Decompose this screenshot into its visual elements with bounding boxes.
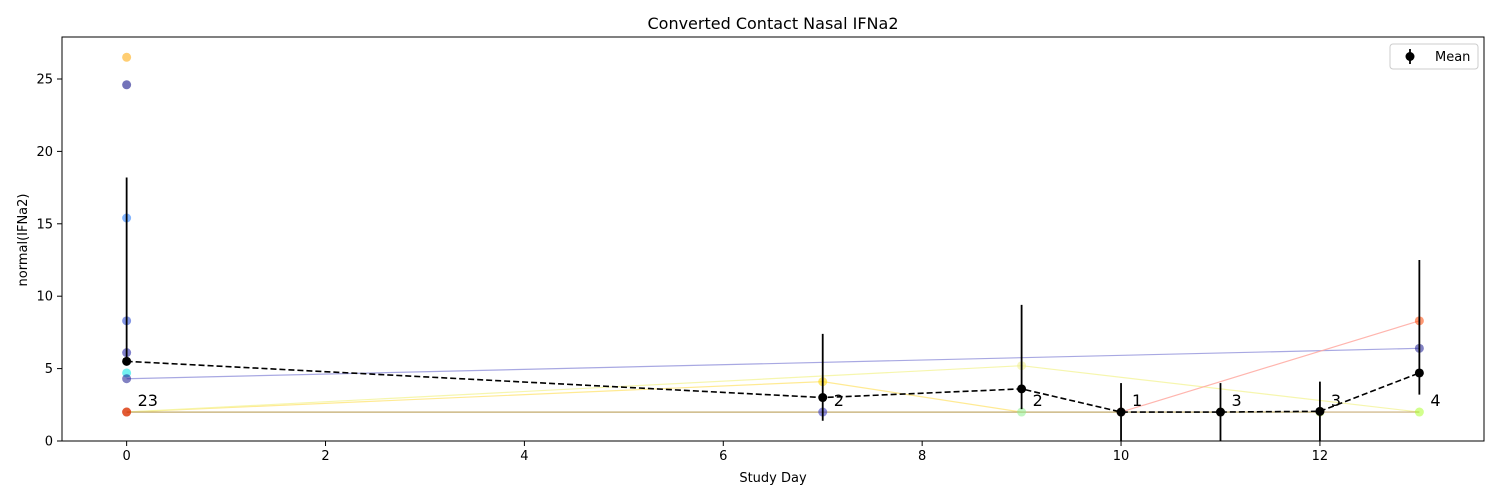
count-labels: 23 2 2 1 3 3 4 <box>138 391 1441 410</box>
mean-point <box>1116 407 1126 417</box>
x-tick-label: 0 <box>122 449 130 464</box>
y-tick-label: 25 <box>36 72 53 87</box>
x-tick-label: 6 <box>719 449 727 464</box>
x-tick-label: 2 <box>321 449 329 464</box>
mean-line <box>126 360 1420 413</box>
count-label: 4 <box>1430 391 1440 410</box>
mean-point <box>1414 368 1424 378</box>
legend-box <box>1389 43 1479 70</box>
y-axis-label: normal(IFNa2) <box>16 194 31 287</box>
individual-points <box>122 52 1424 417</box>
data-point <box>122 407 132 417</box>
legend-label: Mean <box>1435 50 1470 65</box>
count-label: 2 <box>1033 391 1043 410</box>
individual-lines <box>126 320 1420 413</box>
mean-point <box>1215 407 1225 417</box>
mean-point <box>818 393 828 403</box>
count-label: 3 <box>1231 391 1241 410</box>
plot-frame <box>61 36 1485 442</box>
data-point <box>1017 407 1027 417</box>
x-tick-label: 4 <box>520 449 528 464</box>
data-point <box>122 374 132 384</box>
mean-point <box>122 356 132 366</box>
count-label: 3 <box>1331 391 1341 410</box>
data-point <box>122 52 132 62</box>
count-label: 23 <box>138 391 158 410</box>
x-tick-label: 12 <box>1312 449 1329 464</box>
y-tick-label: 15 <box>36 217 53 232</box>
x-axis-label: Study Day <box>739 471 807 486</box>
legend-mean-marker <box>1405 52 1415 61</box>
data-point <box>122 80 132 90</box>
y-tick-label: 0 <box>45 435 53 450</box>
legend: Mean <box>1389 43 1479 70</box>
subject-line <box>126 381 1022 413</box>
count-label: 1 <box>1132 391 1142 410</box>
mean-point <box>1315 406 1325 416</box>
chart-title: Converted Contact Nasal IFNa2 <box>647 14 898 33</box>
mean-point <box>1017 384 1027 394</box>
count-label: 2 <box>834 391 844 410</box>
y-tick-label: 5 <box>45 362 53 377</box>
x-tick-label: 10 <box>1113 449 1130 464</box>
subject-line <box>126 347 1420 380</box>
data-point <box>1414 407 1424 417</box>
subject-line <box>126 320 1420 413</box>
y-tick-label: 10 <box>36 290 53 305</box>
subject-line <box>126 365 1420 413</box>
mean-series <box>122 177 1424 441</box>
y-tick-label: 20 <box>36 145 53 160</box>
x-tick-label: 8 <box>918 449 926 464</box>
